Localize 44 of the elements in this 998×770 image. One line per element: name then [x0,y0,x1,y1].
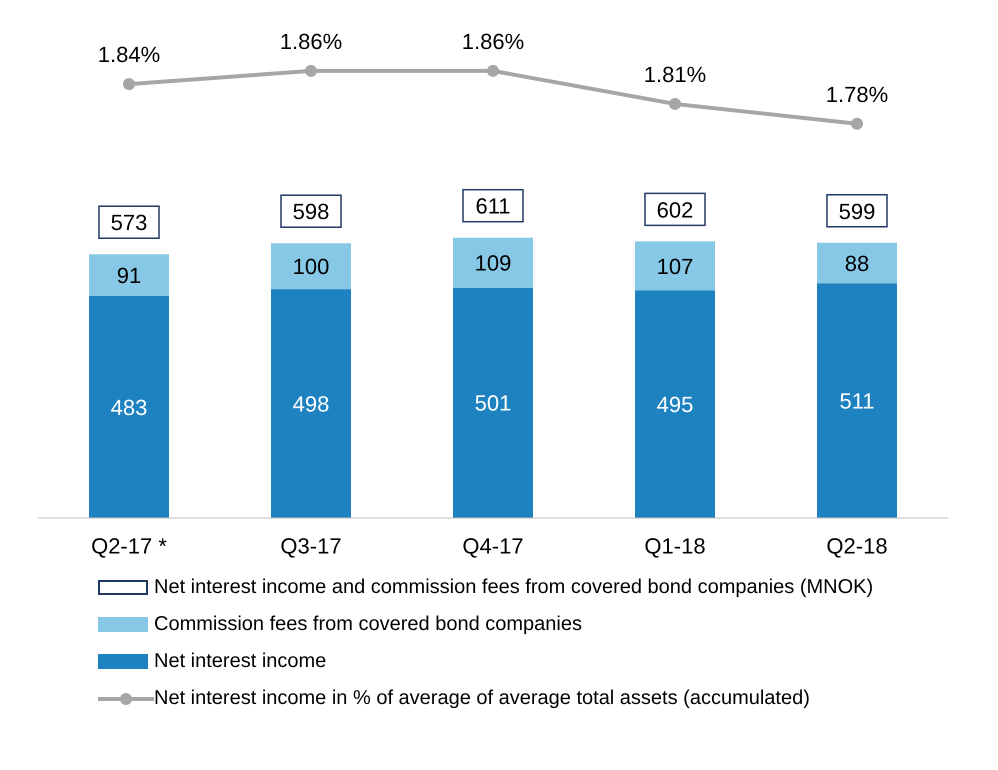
bar [453,238,533,288]
x-tick-label: Q3-17 [280,534,342,559]
x-tick-label: Q1-18 [644,534,706,559]
data-label: 88 [844,250,870,276]
bar [635,241,715,291]
data-label: 107 [656,254,694,279]
data-label: 1.86% [280,28,342,54]
legend-label: Net interest income [154,650,326,673]
x-tick-label: Q2-17 * [91,534,168,559]
point [305,64,317,77]
point [487,64,499,77]
bar [817,283,897,518]
total-label: 602 [656,197,694,222]
bar [271,289,351,518]
data-label: 109 [474,250,512,276]
data-label: 1.84% [98,42,160,68]
bar [453,288,533,518]
data-label: 1.78% [826,82,888,107]
x-tick-label: Q4-17 [462,534,524,559]
bar [89,296,169,518]
legend-label: Commission fees from covered bond companies [154,613,582,636]
point [123,78,135,90]
data-label: 483 [110,394,148,420]
data-label: 100 [292,254,330,279]
text: Net interest income and commission fees from covered bond companies (MNOK) [154,576,874,599]
point [669,98,681,110]
total-label: 599 [838,198,876,224]
data-label: 91 [116,262,142,288]
data-label: 495 [656,392,694,418]
total-label: 611 [475,194,511,219]
total-label: 598 [292,199,330,224]
data-label: 501 [474,390,512,416]
data-label: 498 [292,391,330,416]
data-label: 1.86% [462,28,524,54]
legend-label: Net interest income in % of average of average total assets (accumulated) [154,687,810,710]
bar [635,290,715,518]
data-label: 1.81% [644,62,706,87]
bar [89,254,169,296]
bar [817,242,897,284]
data-label: 511 [839,388,875,414]
total-label: 573 [110,210,148,236]
x-tick-label: Q2-18 [826,534,888,559]
point [851,118,863,130]
bar [271,243,351,290]
